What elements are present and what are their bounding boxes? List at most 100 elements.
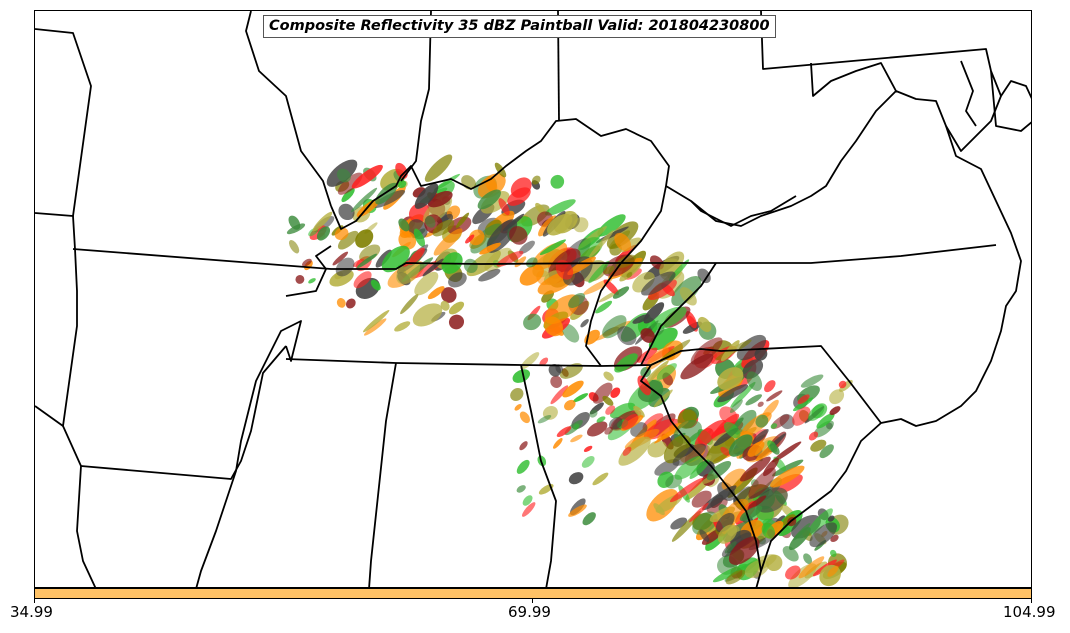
paintball-blob xyxy=(757,401,764,408)
paintball-blob xyxy=(747,441,765,457)
paintball-blob xyxy=(803,553,813,565)
paintball-blob xyxy=(604,265,615,275)
paintball-blob xyxy=(772,441,802,463)
paintball-blob xyxy=(809,522,838,548)
paintball-blob xyxy=(619,261,643,282)
paintball-blob xyxy=(592,382,613,404)
paintball-blob xyxy=(581,455,595,468)
paintball-blob xyxy=(510,388,524,401)
paintball-blob xyxy=(582,512,596,526)
paintball-blob xyxy=(363,309,390,333)
paintball-blob xyxy=(723,421,741,439)
paintball-blob xyxy=(685,311,697,329)
paintball-blob xyxy=(690,337,723,365)
paintball-blob xyxy=(398,218,410,232)
paintball-blob xyxy=(448,301,465,315)
paintball-blob xyxy=(478,268,501,282)
paintball-blob xyxy=(550,375,563,388)
paintball-blob xyxy=(502,213,525,232)
paintball-blob xyxy=(672,443,707,466)
paintball-blob xyxy=(725,569,746,585)
paintball-blob xyxy=(586,421,608,437)
paintball-blob xyxy=(663,434,691,464)
paintball-blob xyxy=(697,428,714,445)
paintball-blob xyxy=(573,423,580,430)
paintball-blob xyxy=(702,485,737,511)
paintball-blob xyxy=(509,226,528,245)
paintball-blob xyxy=(721,532,752,558)
paintball-blob xyxy=(788,527,811,551)
paintball-blob xyxy=(484,247,512,272)
paintball-blob xyxy=(370,279,381,291)
paintball-blob xyxy=(353,271,372,289)
paintball-blob xyxy=(670,517,688,530)
paintball-blob xyxy=(363,318,387,336)
reflectivity-paintballs xyxy=(286,154,853,587)
paintball-blob xyxy=(295,274,305,284)
paintball-blob xyxy=(562,323,580,343)
paintball-blob xyxy=(800,374,824,388)
paintball-blob xyxy=(381,245,410,273)
paintball-blob xyxy=(804,561,828,579)
paintball-blob xyxy=(830,549,837,557)
paintball-blob xyxy=(427,286,445,300)
paintball-blob xyxy=(345,298,356,309)
paintball-blob xyxy=(312,211,333,232)
colorbar xyxy=(34,588,1032,599)
paintball-blob xyxy=(341,188,355,203)
paintball-blob xyxy=(498,198,510,216)
paintball-blob xyxy=(764,380,776,393)
paintball-blob xyxy=(653,503,665,516)
paintball-blob xyxy=(568,472,584,485)
paintball-blob xyxy=(755,487,788,513)
paintball-blob xyxy=(793,523,811,541)
paintball-blob xyxy=(792,406,811,426)
paintball-blob xyxy=(537,415,552,424)
paintball-blob xyxy=(588,260,610,284)
paintball-blob xyxy=(288,239,300,254)
paintball-blob xyxy=(626,272,633,278)
paintball-blob xyxy=(730,381,756,408)
paintball-blob xyxy=(572,393,589,403)
paintball-blob xyxy=(608,417,623,430)
map-canvas xyxy=(35,11,1031,587)
paintball-blob xyxy=(610,387,621,398)
paintball-blob xyxy=(798,556,825,579)
paintball-blob xyxy=(770,465,805,488)
paintball-blob xyxy=(748,467,776,499)
paintball-blob xyxy=(647,440,667,458)
paintball-blob xyxy=(679,287,697,306)
paintball-blob xyxy=(397,180,407,189)
paintball-blob xyxy=(516,459,530,474)
paintball-blob xyxy=(455,212,470,228)
paintball-blob xyxy=(337,172,363,195)
paintball-blob xyxy=(556,426,572,437)
colorbar-tick xyxy=(34,599,35,603)
paintball-blob xyxy=(553,438,563,449)
paintball-blob xyxy=(440,300,450,311)
paintball-blob xyxy=(562,380,584,398)
paintball-blob xyxy=(770,423,778,429)
paintball-blob xyxy=(827,565,839,577)
paintball-blob xyxy=(592,472,609,486)
paintball-blob xyxy=(548,363,561,377)
paintball-blob xyxy=(808,431,819,441)
paintball-blob xyxy=(479,242,501,255)
paintball-blob xyxy=(432,219,455,237)
paintball-blob xyxy=(647,279,677,301)
paintball-blob xyxy=(531,175,541,185)
colorbar-tick-label-min: 34.99 xyxy=(10,603,53,621)
paintball-blob xyxy=(597,214,626,237)
paintball-blob xyxy=(288,215,301,230)
paintball-blob xyxy=(424,215,436,228)
paintball-blob xyxy=(605,405,616,415)
paintball-blob xyxy=(589,409,598,418)
paintball-blob xyxy=(746,371,763,392)
paintball-blob xyxy=(669,477,704,503)
state-borders xyxy=(35,11,1031,587)
paintball-blob xyxy=(519,441,528,451)
paintball-blob xyxy=(617,326,637,346)
colorbar-tick xyxy=(532,599,533,603)
paintball-blob xyxy=(829,406,841,416)
paintball-blob xyxy=(356,253,378,269)
